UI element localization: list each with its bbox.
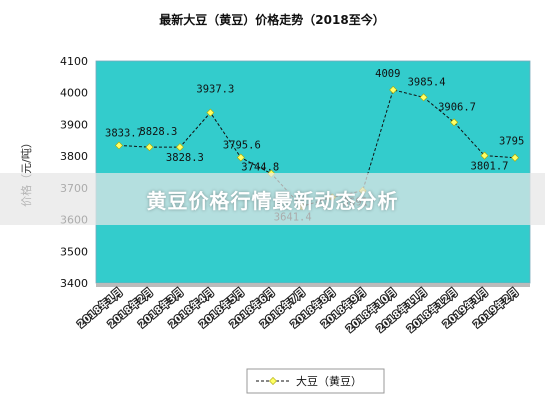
data-label: 3801.7 bbox=[471, 161, 509, 173]
data-point bbox=[115, 141, 123, 150]
data-point bbox=[480, 151, 489, 160]
y-tick-label: 3900 bbox=[60, 118, 88, 131]
data-label: 3795 bbox=[499, 136, 524, 148]
plot-floor bbox=[96, 283, 530, 287]
legend-marker bbox=[269, 377, 277, 385]
data-point bbox=[206, 108, 215, 117]
y-tick-label: 3500 bbox=[60, 245, 88, 258]
legend-label: 大豆（黄豆） bbox=[296, 374, 362, 388]
y-tick-label: 3400 bbox=[60, 277, 88, 290]
data-point bbox=[389, 85, 398, 94]
overlay-banner-text: 黄豆价格行情最新动态分析 bbox=[146, 188, 399, 213]
y-tick-label: 4100 bbox=[60, 55, 88, 68]
data-point bbox=[236, 153, 245, 162]
chart-title: 最新大豆（黄豆）价格走势（2018至今） bbox=[159, 12, 384, 27]
y-tick-label: 3800 bbox=[60, 150, 88, 163]
data-label: 3828.3 bbox=[166, 152, 204, 164]
data-point bbox=[145, 143, 154, 152]
plot-area bbox=[95, 60, 531, 284]
data-label: 3833.7 bbox=[105, 127, 143, 139]
overlay-banner: 黄豆价格行情最新动态分析 bbox=[0, 173, 545, 225]
data-point bbox=[450, 118, 459, 127]
data-point bbox=[511, 153, 519, 162]
y-tick-label: 4000 bbox=[60, 87, 88, 100]
data-point bbox=[419, 93, 428, 102]
data-label: 3906.7 bbox=[438, 101, 476, 113]
data-label: 4009 bbox=[375, 68, 400, 80]
data-label: 3937.3 bbox=[196, 84, 234, 96]
data-label: 3828.3 bbox=[139, 126, 177, 138]
data-label: 3795.6 bbox=[223, 140, 261, 152]
data-point bbox=[175, 143, 184, 152]
data-label: 3744.8 bbox=[241, 162, 279, 174]
data-label: 3985.4 bbox=[408, 76, 446, 88]
